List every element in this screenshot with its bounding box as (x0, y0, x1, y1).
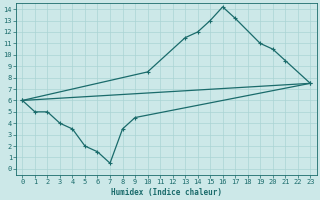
X-axis label: Humidex (Indice chaleur): Humidex (Indice chaleur) (111, 188, 222, 197)
